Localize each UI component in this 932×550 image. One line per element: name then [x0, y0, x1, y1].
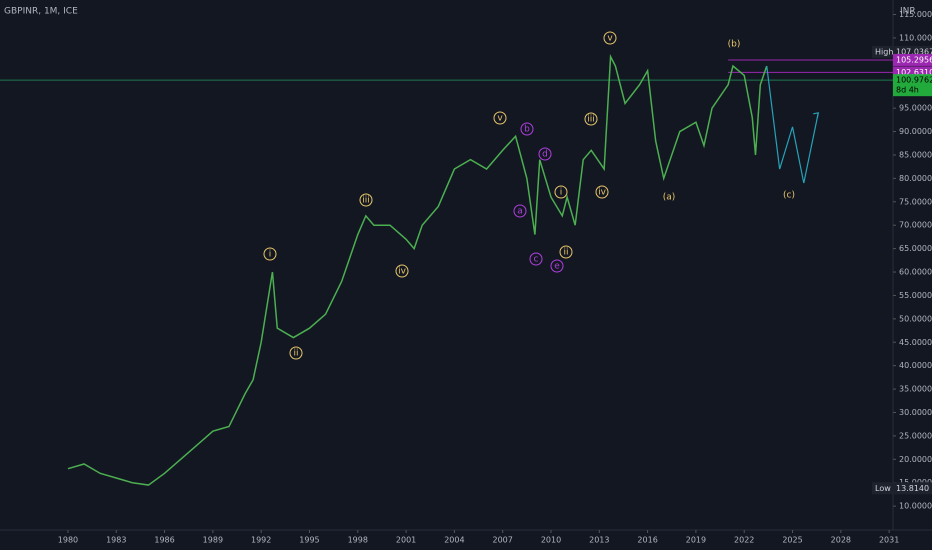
price-label-name: High: [875, 47, 893, 56]
projection-line: [766, 65, 819, 184]
x-tick-label: 1998: [348, 536, 368, 545]
y-tick-label: 20.0000: [899, 455, 932, 464]
countdown: 8d 4h: [896, 86, 919, 95]
x-tick-label: 1989: [203, 536, 223, 545]
wave-label: iv: [598, 188, 607, 198]
x-tick-label: 2031: [879, 536, 899, 545]
price-label: 100.9762: [896, 76, 932, 85]
wave-circle: [395, 264, 409, 278]
wave-label: v: [497, 114, 503, 124]
wave-label: (a): [663, 193, 676, 203]
price-label-name-box: [872, 45, 892, 58]
y-tick-label: 55.0000: [899, 291, 932, 300]
x-tick-label: 2010: [541, 536, 561, 545]
y-tick-label: 50.0000: [899, 314, 932, 323]
x-tick-label: 2019: [686, 536, 706, 545]
price-label-name: Low: [875, 484, 891, 493]
y-tick-label: 85.0000: [899, 150, 932, 159]
wave-label: i: [269, 250, 272, 260]
wave-label: c: [534, 255, 539, 265]
price-label: 13.8140: [896, 484, 929, 493]
wave-circle: [520, 122, 534, 136]
x-tick-label: 2022: [734, 536, 754, 545]
price-label-box: [893, 53, 932, 66]
x-tick-label: 2013: [589, 536, 609, 545]
wave-circle: [513, 204, 527, 218]
price-label-name-box: [872, 482, 892, 495]
x-tick-label: 2025: [782, 536, 802, 545]
y-tick-label: 90.0000: [899, 127, 932, 136]
price-label-box: [893, 74, 932, 97]
y-tick-label: 70.0000: [899, 221, 932, 230]
wave-circle: [559, 245, 573, 259]
wave-circle: [595, 185, 609, 199]
wave-label: b: [524, 125, 530, 135]
x-tick-label: 1995: [299, 536, 319, 545]
chart-title: GBPINR, 1M, ICE: [4, 7, 78, 17]
x-tick-label: 2001: [396, 536, 416, 545]
price-label: 102.6310: [896, 68, 932, 77]
arrow-head: [813, 112, 820, 118]
x-tick-label: 1992: [251, 536, 271, 545]
wave-circle: [603, 31, 617, 45]
wave-label: ii: [293, 349, 298, 359]
wave-circle: [554, 185, 568, 199]
wave-label: iii: [362, 196, 370, 206]
wave-label: iv: [398, 267, 407, 277]
wave-label: e: [554, 262, 560, 272]
x-tick-label: 1986: [154, 536, 174, 545]
wave-circle: [584, 112, 598, 126]
y-tick-label: 10.0000: [899, 502, 932, 511]
price-label: 107.0367: [896, 47, 932, 56]
price-label-box: [893, 482, 932, 495]
x-tick-label: 1983: [106, 536, 126, 545]
wave-label: d: [542, 150, 548, 160]
y-tick-label: 75.0000: [899, 197, 932, 206]
x-tick-label: 2016: [637, 536, 657, 545]
y-tick-label: 30.0000: [899, 408, 932, 417]
wave-circle: [529, 252, 543, 266]
wave-label: iii: [587, 115, 595, 125]
wave-circle: [263, 247, 277, 261]
x-tick-label: 2007: [493, 536, 513, 545]
y-tick-label: 115.0000: [899, 10, 932, 19]
y-tick-label: 80.0000: [899, 174, 932, 183]
wave-label: (c): [783, 191, 795, 201]
y-tick-label: 25.0000: [899, 431, 932, 440]
y-tick-label: 45.0000: [899, 338, 932, 347]
x-tick-label: 2028: [831, 536, 851, 545]
wave-label: v: [607, 34, 613, 44]
wave-label: a: [517, 207, 523, 217]
wave-circle: [550, 259, 564, 273]
y-tick-label: 65.0000: [899, 244, 932, 253]
x-tick-label: 1980: [58, 536, 78, 545]
price-label: 105.2956: [896, 55, 932, 64]
wave-circle: [289, 346, 303, 360]
wave-label: (b): [728, 40, 741, 50]
x-tick-label: 2004: [444, 536, 464, 545]
currency: INR: [900, 7, 916, 17]
wave-circle: [493, 111, 507, 125]
y-tick-label: 40.0000: [899, 361, 932, 370]
wave-circle: [359, 193, 373, 207]
wave-label: i: [560, 188, 563, 198]
price-line: [67, 53, 768, 486]
y-tick-label: 35.0000: [899, 385, 932, 394]
y-tick-label: 60.0000: [899, 268, 932, 277]
wave-circle: [538, 147, 552, 161]
y-tick-label: 110.0000: [899, 33, 932, 42]
y-tick-label: 95.0000: [899, 104, 932, 113]
wave-label: ii: [563, 248, 568, 258]
